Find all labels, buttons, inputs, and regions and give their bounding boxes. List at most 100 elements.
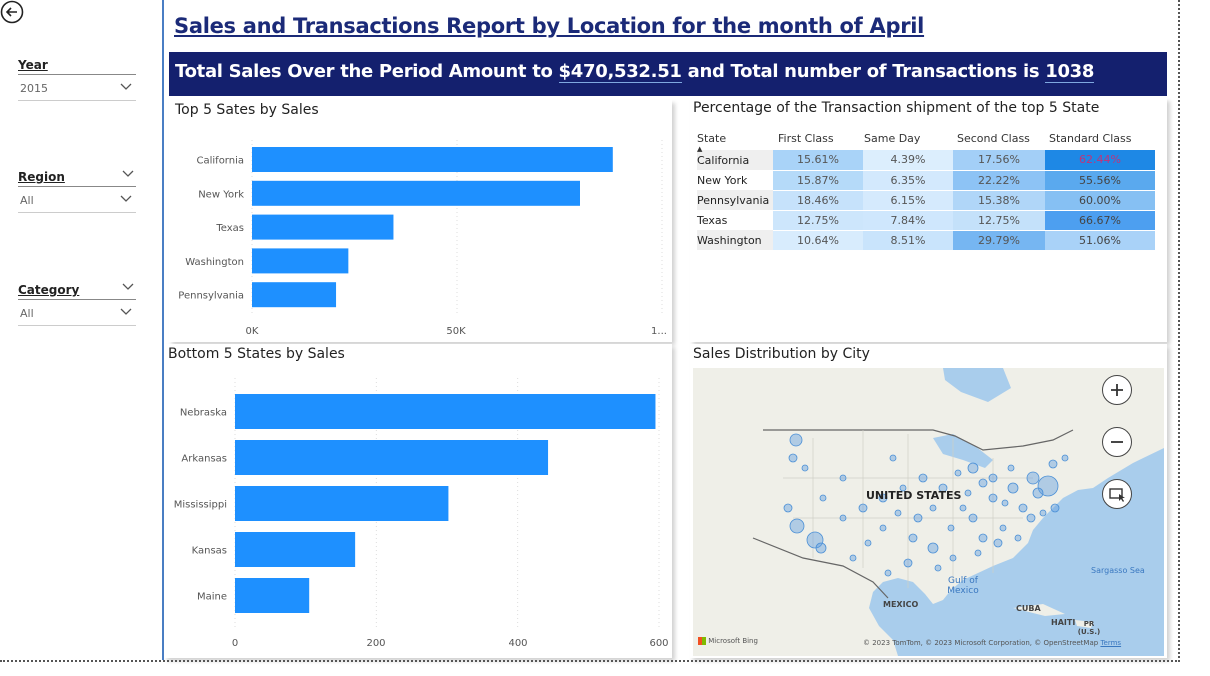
region-slicer: Region All <box>18 170 136 213</box>
city-dot[interactable] <box>1061 454 1069 462</box>
city-dot[interactable] <box>1026 471 1040 485</box>
city-dot[interactable] <box>849 554 857 562</box>
city-dot[interactable] <box>889 454 897 462</box>
category-label: New York <box>198 189 244 200</box>
city-dot[interactable] <box>913 513 923 523</box>
city-dot[interactable] <box>839 474 847 482</box>
city-dot[interactable] <box>1007 482 1019 494</box>
city-dot[interactable] <box>959 504 967 512</box>
city-dot[interactable] <box>789 518 805 534</box>
city-dot[interactable] <box>879 524 887 532</box>
bar[interactable] <box>235 440 549 475</box>
city-dot[interactable] <box>949 554 957 562</box>
city-dot[interactable] <box>934 564 942 572</box>
city-dot[interactable] <box>968 513 978 523</box>
bar[interactable] <box>235 578 310 613</box>
city-dot[interactable] <box>988 493 998 503</box>
city-dot[interactable] <box>806 531 824 549</box>
city-dot[interactable] <box>1032 487 1044 499</box>
bar[interactable] <box>252 214 394 240</box>
city-dot[interactable] <box>993 538 1003 548</box>
city-dot[interactable] <box>878 493 888 503</box>
city-dot[interactable] <box>1026 513 1036 523</box>
city-dot[interactable] <box>978 478 988 488</box>
col-header-second-class[interactable]: Second Class <box>953 126 1045 150</box>
table-row[interactable]: Texas 12.75% 7.84% 12.75% 66.67% <box>697 210 1155 231</box>
select-region-button[interactable] <box>1102 479 1132 509</box>
bar[interactable] <box>252 180 580 206</box>
city-dot[interactable] <box>788 453 798 463</box>
table-row[interactable]: California 15.61% 4.39% 17.56% 62.44% <box>697 150 1155 171</box>
category-dropdown[interactable]: All <box>18 304 136 326</box>
bar[interactable] <box>252 282 337 308</box>
city-dot[interactable] <box>839 514 847 522</box>
col-header-standard-class[interactable]: Standard Class <box>1045 126 1155 150</box>
city-dot[interactable] <box>988 473 998 483</box>
label-sargasso-sea: Sargasso Sea <box>1091 566 1145 575</box>
zoom-out-button[interactable] <box>1102 427 1132 457</box>
city-dot[interactable] <box>947 524 955 532</box>
region-slicer-label: Region <box>18 170 65 184</box>
city-dot[interactable] <box>783 503 793 513</box>
city-dot[interactable] <box>954 469 962 477</box>
canvas-border-right <box>1178 0 1180 662</box>
city-dot[interactable] <box>978 533 988 543</box>
region-slicer-title[interactable]: Region <box>18 170 136 187</box>
city-dot[interactable] <box>918 473 928 483</box>
table-row[interactable]: New York 15.87% 6.35% 22.22% 55.56% <box>697 170 1155 191</box>
year-dropdown[interactable]: 2015 <box>18 79 136 101</box>
category-label: Washington <box>185 257 244 268</box>
category-slicer-title[interactable]: Category <box>18 283 136 300</box>
bottom5-chart-card[interactable]: Bottom 5 States by Sales Nebraska Arkansa… <box>164 344 672 658</box>
col-header-state[interactable]: State ▲ <box>697 126 773 154</box>
sales-map[interactable]: UNITED STATES Gulf of Mexico MEXICO CUBA… <box>693 368 1164 656</box>
city-dot[interactable] <box>884 569 892 577</box>
city-dot[interactable] <box>789 433 803 447</box>
bar[interactable] <box>252 248 349 274</box>
tick-label: 400 <box>508 638 527 649</box>
city-dot[interactable] <box>938 483 948 493</box>
bar[interactable] <box>252 147 613 172</box>
state-cell: New York <box>697 173 748 187</box>
city-dot[interactable] <box>927 542 939 554</box>
city-dot[interactable] <box>819 494 827 502</box>
city-dot[interactable] <box>974 549 982 557</box>
city-dot[interactable] <box>858 503 868 513</box>
city-dot[interactable] <box>964 489 972 497</box>
bar[interactable] <box>235 532 356 567</box>
shipment-table-title: Percentage of the Transaction shipment o… <box>693 100 1100 116</box>
city-dot[interactable] <box>999 524 1007 532</box>
region-dropdown[interactable]: All <box>18 191 136 213</box>
city-dot[interactable] <box>801 464 809 472</box>
bar[interactable] <box>235 486 449 521</box>
zoom-in-button[interactable] <box>1102 375 1132 405</box>
city-dot[interactable] <box>864 539 872 547</box>
chevron-down-icon <box>120 195 132 203</box>
col-header-same-day[interactable]: Same Day <box>863 126 953 150</box>
city-dot[interactable] <box>1001 499 1009 507</box>
table-row[interactable]: Pennsylvania 18.46% 6.15% 15.38% 60.00% <box>697 190 1155 211</box>
category-label: Mississippi <box>174 500 227 511</box>
top5-chart-card[interactable]: Top 5 Sates by Sales California New York T… <box>169 100 672 342</box>
city-dot[interactable] <box>815 542 827 554</box>
back-arrow-icon[interactable] <box>0 0 24 24</box>
col-header-first-class[interactable]: First Class <box>773 126 863 150</box>
city-dot[interactable] <box>894 509 902 517</box>
city-dot[interactable] <box>929 504 937 512</box>
map-canvas[interactable] <box>693 368 1164 656</box>
map-terms-link[interactable]: Terms <box>1100 639 1122 647</box>
percent-cell: 4.39% <box>863 150 953 171</box>
city-dot[interactable] <box>1007 464 1015 472</box>
city-dot[interactable] <box>1050 503 1060 513</box>
table-row[interactable]: Washington 10.64% 8.51% 29.79% 51.06% <box>697 230 1155 251</box>
city-dot[interactable] <box>1014 534 1022 542</box>
bar[interactable] <box>235 394 656 429</box>
city-dot[interactable] <box>1048 459 1058 469</box>
top5-bar-chart: California New York Texas Washington Pennsyl… <box>178 140 667 337</box>
city-dot[interactable] <box>899 484 907 492</box>
city-dot[interactable] <box>967 462 979 474</box>
city-dot[interactable] <box>903 558 913 568</box>
city-dot[interactable] <box>1018 503 1028 513</box>
city-dot[interactable] <box>908 533 918 543</box>
city-dot[interactable] <box>1039 509 1047 517</box>
